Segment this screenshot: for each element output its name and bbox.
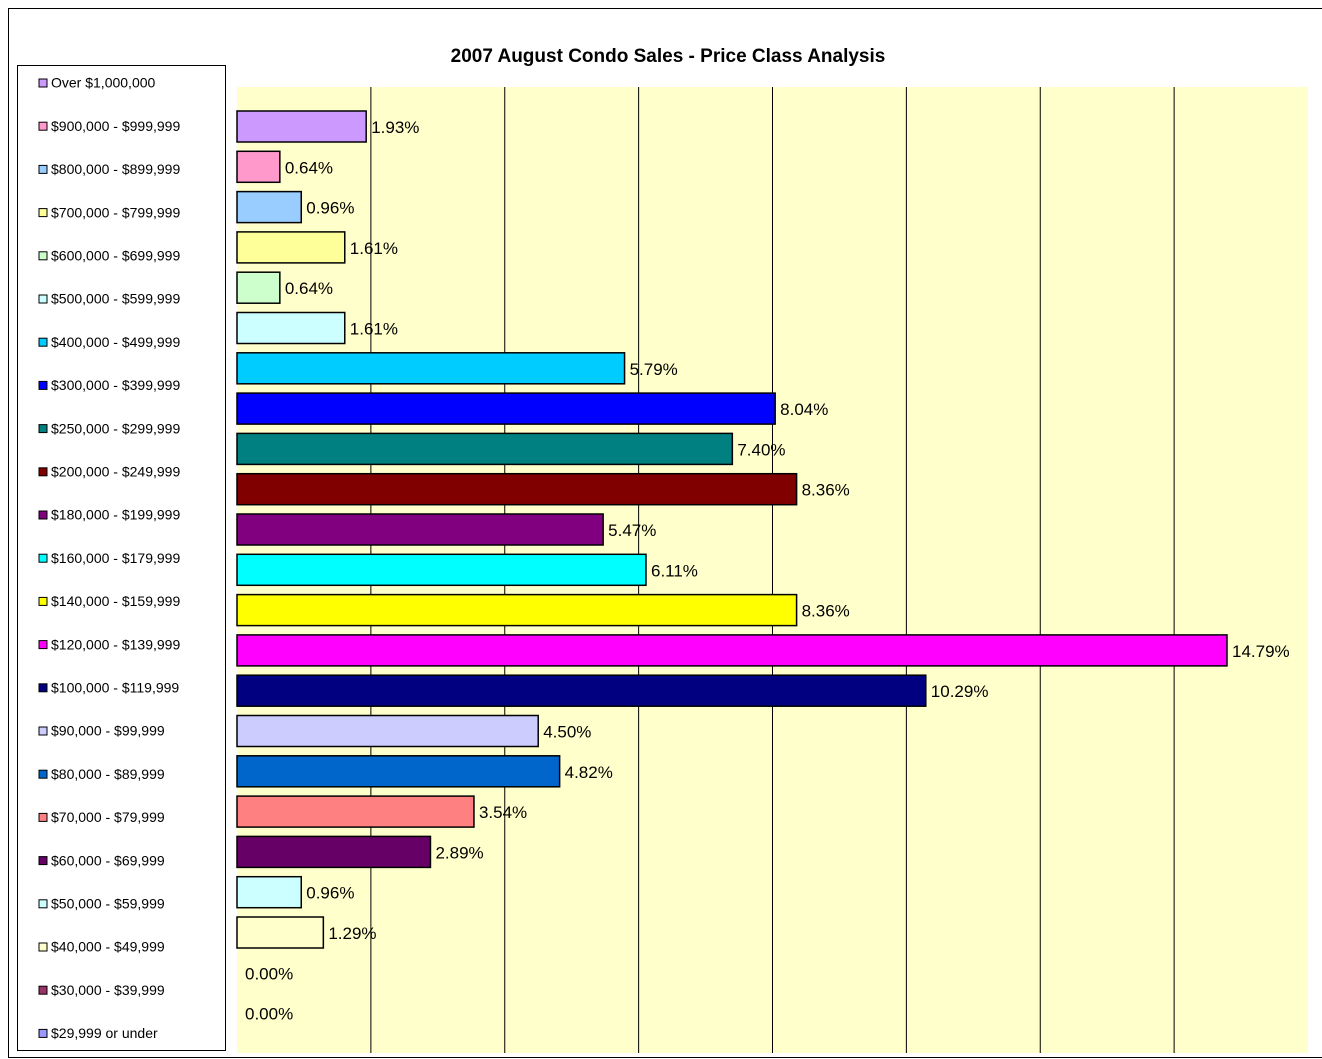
legend-swatch [38,640,48,650]
bar [236,110,367,143]
data-label: 5.47% [608,521,656,540]
data-label: 4.50% [543,722,591,741]
legend-label: $70,000 - $79,999 [51,809,165,825]
bar [236,513,604,546]
legend-swatch [38,1028,48,1038]
data-label: 0.64% [285,158,333,177]
bar [236,472,798,506]
legend-swatch [38,683,48,693]
legend-label: $900,000 - $999,999 [51,118,180,134]
legend-label: $500,000 - $599,999 [51,291,180,307]
legend-label: $60,000 - $69,999 [51,852,165,868]
legend-swatch [38,942,48,952]
bar [236,875,303,909]
data-label: 0.96% [306,199,354,218]
bar [236,835,432,869]
legend-label: $50,000 - $59,999 [51,896,165,912]
bar [236,392,776,425]
bar [236,271,281,304]
legend-swatch [38,208,48,218]
legend-label: $180,000 - $199,999 [51,507,180,523]
legend-label: $800,000 - $899,999 [51,161,180,177]
legend-label: $140,000 - $159,999 [51,593,180,609]
bar [236,674,927,707]
data-label: 14.79% [1232,642,1290,661]
bar [236,150,281,184]
legend-label: $90,000 - $99,999 [51,723,165,739]
legend-label: Over $1,000,000 [51,75,156,91]
data-label: 1.29% [328,924,376,943]
data-label: 0.00% [245,1005,293,1024]
legend-label: $120,000 - $139,999 [51,636,180,652]
data-label: 5.79% [630,360,678,379]
bar [236,553,647,587]
legend-swatch [38,985,48,995]
legend-swatch [38,553,48,563]
bar [236,916,325,949]
data-label: 8.04% [780,400,828,419]
bar [236,593,798,627]
legend-label: $600,000 - $699,999 [51,248,180,264]
legend-label: $160,000 - $179,999 [51,550,180,566]
data-label: 10.29% [931,682,989,701]
bar [236,190,303,224]
legend-swatch [38,337,48,347]
data-label: 0.64% [285,279,333,298]
data-label: 0.00% [245,964,293,983]
data-label: 4.82% [565,763,613,782]
legend-label: $29,999 or under [51,1025,158,1041]
legend-label: $30,000 - $39,999 [51,982,165,998]
legend-label: $400,000 - $499,999 [51,334,180,350]
legend-swatch [38,596,48,606]
data-label: 6.11% [651,561,698,580]
bar [236,755,561,788]
legend-swatch [38,899,48,909]
data-label: 1.61% [350,239,398,258]
legend-swatch [38,121,48,131]
legend-swatch [38,812,48,822]
legend-swatch [38,510,48,520]
legend-label: $250,000 - $299,999 [51,420,180,436]
legend-swatch [38,467,48,477]
legend-box [17,65,226,1051]
legend-swatch [38,251,48,261]
bar [236,795,475,828]
legend-label: $200,000 - $249,999 [51,464,180,480]
data-label: 2.89% [435,843,483,862]
data-label: 1.93% [371,118,419,137]
chart-title: 2007 August Condo Sales - Price Class An… [451,46,886,67]
bar [236,634,1228,667]
data-label: 3.54% [479,803,527,822]
data-label: 0.96% [306,884,354,903]
data-label: 1.61% [350,319,398,338]
legend-swatch [38,294,48,304]
bar [236,714,539,748]
legend-swatch [38,856,48,866]
legend-label: $80,000 - $89,999 [51,766,165,782]
legend-label: $300,000 - $399,999 [51,377,180,393]
legend-label: $40,000 - $49,999 [51,939,165,955]
bar [236,311,346,345]
legend-swatch [38,769,48,779]
data-label: 8.36% [802,602,850,621]
data-label: 7.40% [737,440,785,459]
legend-swatch [38,78,48,88]
legend-label: $700,000 - $799,999 [51,204,180,220]
data-label: 8.36% [802,481,850,500]
legend-swatch [38,164,48,174]
bar [236,231,346,264]
bar [236,352,626,385]
legend-label: $100,000 - $119,999 [51,680,179,696]
legend-swatch [38,380,48,390]
legend-swatch [38,424,48,434]
bar [236,432,734,466]
legend-swatch [38,726,48,736]
